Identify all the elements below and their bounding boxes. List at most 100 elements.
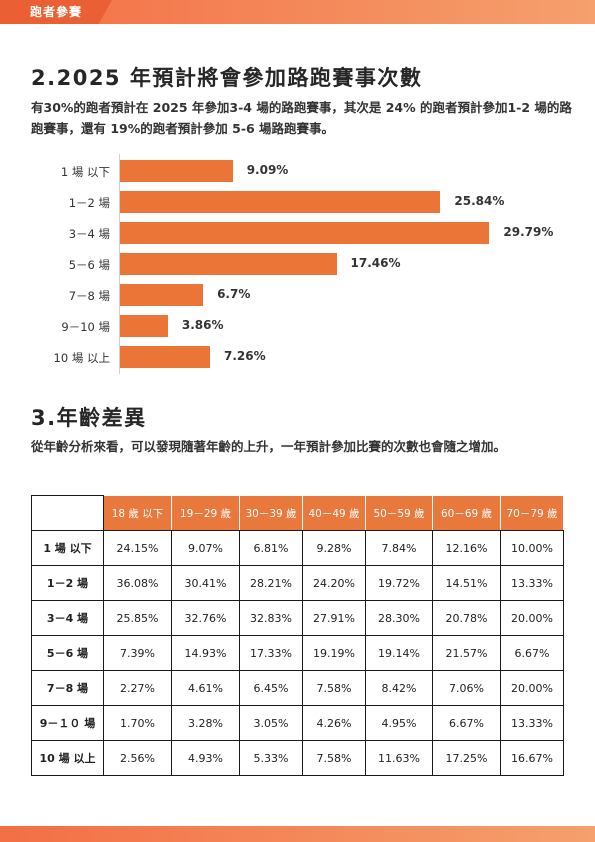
table-cell: 20.00%: [500, 670, 564, 706]
table-cell: 3.28%: [171, 705, 240, 741]
table-cell: 28.21%: [239, 565, 303, 601]
table-cell: 4.95%: [365, 705, 433, 741]
table-row-header: 3－4 場: [31, 600, 104, 636]
table-column-header: 50－59 歲: [365, 495, 433, 531]
bar: [120, 222, 490, 244]
table-column-header: 19－29 歲: [171, 495, 240, 531]
bar: [120, 253, 337, 275]
table-cell: 1.70%: [103, 705, 172, 741]
table-cell: 7.06%: [432, 670, 501, 706]
table-cell: 28.30%: [365, 600, 433, 636]
table-column-header: 30－39 歲: [239, 495, 303, 531]
table-cell: 4.26%: [302, 705, 366, 741]
table-cell: 20.78%: [432, 600, 501, 636]
bar-category-label: 10 場 以上: [53, 351, 110, 365]
table-row: 7－8 場 2.27% 4.61% 6.45% 7.58% 8.42% 7.06% 20.00…: [31, 670, 564, 706]
table-cell: 20.00%: [500, 600, 564, 636]
table-cell: 11.63%: [365, 740, 433, 776]
table-row-header: 9－１０ 場: [31, 705, 104, 741]
table-row: 3－4 場 25.85% 32.76% 32.83% 27.91% 28.30% 20.78…: [31, 600, 564, 636]
table-cell: 4.61%: [171, 670, 240, 706]
table-header-row: 18 歲 以下 19－29 歲 30－39 歲 40－49 歲 50－59 歲 60－69…: [31, 495, 564, 531]
table-cell: 27.91%: [302, 600, 366, 636]
bar: [120, 346, 211, 368]
table-cell: 4.93%: [171, 740, 240, 776]
table-cell: 16.67%: [500, 740, 564, 776]
bar-value-label: 9.09%: [246, 163, 289, 177]
table-row: 5－6 場 7.39% 14.93% 17.33% 19.19% 19.14% 21.57%…: [31, 635, 564, 671]
table-cell: 13.33%: [500, 705, 564, 741]
table-cell: 14.51%: [432, 565, 501, 601]
table-cell: 6.67%: [500, 635, 564, 671]
bar-category-label: 7－8 場: [68, 289, 110, 303]
table-cell: 30.41%: [171, 565, 240, 601]
table-cell: 6.45%: [239, 670, 303, 706]
section-description-2: 有30%的跑者預計在 2025 年參加3-4 場的路跑賽事，其次是 24% 的跑…: [31, 100, 572, 136]
bar-category-label: 9－10 場: [61, 320, 110, 334]
bar-value-label: 6.7%: [217, 287, 251, 301]
table-cell: 24.20%: [302, 565, 366, 601]
table-cell: 7.84%: [365, 530, 433, 566]
bar: [120, 284, 204, 306]
bottom-banner: [0, 826, 595, 842]
table-cell: 7.58%: [302, 740, 366, 776]
table-cell: 7.39%: [103, 635, 172, 671]
bar-value-label: 3.86%: [181, 318, 224, 332]
bar: [120, 160, 233, 182]
table-row-header: 1 場 以下: [31, 530, 104, 566]
bar-category-label: 3－4 場: [68, 227, 110, 241]
table-row: 9－１０ 場 1.70% 3.28% 3.05% 4.26% 4.95% 6.67% 13.3…: [31, 705, 564, 741]
table-cell: 8.42%: [365, 670, 433, 706]
bar-value-label: 17.46%: [350, 256, 401, 270]
table-cell: 36.08%: [103, 565, 172, 601]
table-row-header: 1－2 場: [31, 565, 104, 601]
table-body: 1 場 以下 24.15% 9.07% 6.81% 9.28% 7.84% 12.16% 10…: [31, 530, 564, 776]
table-column-header: 40－49 歲: [302, 495, 366, 531]
top-banner: 跑者參賽: [0, 0, 595, 24]
table-cell: 3.05%: [239, 705, 303, 741]
table-cell: 14.93%: [171, 635, 240, 671]
table-column-header: 60－69 歲: [432, 495, 501, 531]
table-column-header: 70－79 歲: [500, 495, 564, 531]
table-cell: 19.19%: [302, 635, 366, 671]
table-cell: 13.33%: [500, 565, 564, 601]
table-cell: 2.56%: [103, 740, 172, 776]
table-cell: 9.07%: [171, 530, 240, 566]
table-row-header: 10 場 以上: [31, 740, 104, 776]
table-cell: 19.72%: [365, 565, 433, 601]
bar-category-label: 5－6 場: [68, 258, 110, 272]
table-cell: 32.76%: [171, 600, 240, 636]
bar-value-label: 25.84%: [454, 194, 505, 208]
age-distribution-table: 18 歲 以下 19－29 歲 30－39 歲 40－49 歲 50－59 歲 60－69…: [31, 495, 564, 776]
bar-category-label: 1－2 場: [68, 196, 110, 210]
bar: [120, 191, 441, 213]
table-cell: 9.28%: [302, 530, 366, 566]
table-row: 10 場 以上 2.56% 4.93% 5.33% 7.58% 11.63% 17.25% 1…: [31, 740, 564, 776]
section-description-3: 從年齡分析來看，可以發現隨著年齡的上升，一年預計參加比賽的次數也會隨之增加。: [31, 439, 507, 454]
table-row-header: 7－8 場: [31, 670, 104, 706]
section-tag: 跑者參賽: [0, 0, 112, 24]
bar-value-label: 7.26%: [224, 349, 266, 363]
table-cell: 25.85%: [103, 600, 172, 636]
table-cell: 21.57%: [432, 635, 501, 671]
section-title-3: 3.年齡差異: [31, 406, 147, 430]
table-column-header: 18 歲 以下: [103, 495, 172, 531]
table-cell: 7.58%: [302, 670, 366, 706]
table-cell: 6.67%: [432, 705, 501, 741]
table-cell: 6.81%: [239, 530, 303, 566]
bar-value-label: 29.79%: [503, 225, 554, 239]
table-cell: 2.27%: [103, 670, 172, 706]
chart-axis-line: [119, 154, 120, 374]
table-row: 1 場 以下 24.15% 9.07% 6.81% 9.28% 7.84% 12.16% 10…: [31, 530, 564, 566]
table-row-header: 5－6 場: [31, 635, 104, 671]
events-count-bar-chart: 1 場 以下 9.09% 1－2 場 25.84% 3－4 場 29.79% 5－6 場 17…: [0, 152, 595, 377]
table-cell: 17.33%: [239, 635, 303, 671]
table-cell: 10.00%: [500, 530, 564, 566]
table-cell: 12.16%: [432, 530, 501, 566]
table-cell: 17.25%: [432, 740, 501, 776]
table-cell: 5.33%: [239, 740, 303, 776]
table-corner-cell: [31, 495, 104, 531]
bar: [120, 315, 168, 337]
bar-category-label: 1 場 以下: [60, 165, 110, 179]
table-cell: 19.14%: [365, 635, 433, 671]
